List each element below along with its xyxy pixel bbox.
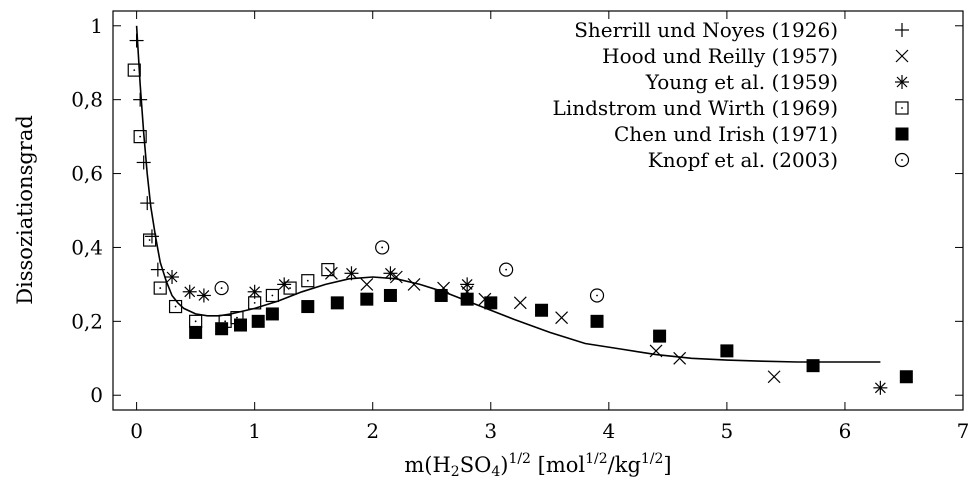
data-point-asterisk [196, 288, 211, 303]
data-point-plus [136, 155, 151, 170]
data-point-filled-square [434, 288, 448, 302]
data-point-asterisk [182, 284, 197, 299]
x-tick-label: 3 [484, 419, 497, 443]
data-point-filled-square [535, 303, 549, 317]
legend-label: Sherrill und Noyes (1926) [574, 18, 838, 42]
legend-marker-circle [894, 152, 910, 168]
y-tick-label: 0,4 [71, 235, 103, 259]
ticks-layer: 0 1 2 3 4 5 6 7 0 0,2 0,4 0,6 0,8 1 [71, 11, 969, 443]
data-point-plus [144, 229, 159, 244]
data-point-filled-square [215, 322, 229, 336]
data-point-square [142, 233, 157, 247]
legend-label: Hood und Reilly (1957) [602, 44, 838, 68]
data-point-circle [499, 262, 514, 277]
legend: Sherrill und Noyes (1926)Hood und Reilly… [553, 18, 910, 172]
data-point-square [189, 314, 203, 328]
data-point-square [133, 130, 147, 144]
data-point-filled-square [806, 359, 820, 373]
data-point-square [283, 281, 297, 295]
data-point-square [127, 63, 141, 77]
data-point-filled-square [484, 296, 498, 310]
data-point-filled-square [251, 314, 265, 328]
data-point-square [168, 299, 183, 314]
data-point-filled-square [360, 292, 374, 306]
data-point-cross [513, 296, 527, 310]
x-axis-label: m(H2SO4)1/2 [mol1/2/kg1/2] [404, 451, 671, 480]
y-tick-label: 0,6 [71, 162, 103, 186]
data-point-square [153, 281, 167, 295]
legend-marker-plus [895, 23, 909, 37]
legend-marker-asterisk [895, 75, 909, 89]
plot-frame [112, 10, 964, 411]
data-point-circle [589, 288, 605, 303]
legend-marker-square [895, 101, 909, 115]
data-point-cross [407, 277, 421, 291]
data-point-cross [555, 311, 569, 325]
x-tick-label: 6 [839, 419, 852, 443]
y-tick-label: 0 [90, 383, 103, 407]
x-tick-label: 7 [957, 419, 970, 443]
points-layer [127, 33, 913, 395]
data-point-asterisk [460, 277, 475, 292]
data-point-filled-square [301, 300, 315, 314]
data-point-filled-square [265, 307, 279, 321]
legend-label: Knopf et al. (2003) [648, 148, 838, 172]
data-point-circle [375, 240, 390, 255]
data-point-cross [767, 370, 781, 384]
y-tick-label: 0,2 [71, 309, 103, 333]
y-axis-label: Dissoziationsgrad [13, 115, 37, 305]
fit-curve [135, 25, 881, 363]
data-point-circle [214, 280, 229, 296]
data-point-cross [673, 351, 687, 365]
data-point-filled-square [590, 314, 604, 328]
data-point-plus [150, 262, 165, 277]
data-point-square [301, 274, 315, 288]
data-point-cross [649, 344, 663, 358]
legend-marker-cross [895, 49, 909, 63]
data-point-filled-square [653, 329, 667, 343]
data-point-square [265, 288, 279, 303]
y-tick-label: 0,8 [71, 88, 103, 112]
legend-marker-filled-square [895, 127, 909, 141]
data-point-filled-square [383, 288, 397, 302]
x-tick-label: 2 [366, 419, 379, 443]
data-point-filled-square [720, 344, 734, 358]
data-point-asterisk [344, 266, 359, 281]
x-tick-label: 5 [721, 419, 734, 443]
data-point-asterisk [165, 270, 180, 284]
legend-label: Lindstrom und Wirth (1969) [553, 96, 838, 120]
x-tick-label: 1 [248, 419, 261, 443]
data-point-square [248, 296, 262, 310]
data-point-filled-square [899, 370, 913, 384]
data-point-plus [140, 196, 155, 211]
x-tick-label: 0 [130, 419, 143, 443]
data-point-filled-square [460, 292, 474, 306]
y-tick-label: 1 [90, 14, 103, 38]
data-point-plus [133, 92, 148, 107]
data-point-square [321, 263, 335, 277]
legend-label: Young et al. (1959) [645, 70, 838, 94]
data-point-plus [129, 33, 144, 48]
data-point-asterisk [383, 266, 398, 281]
data-point-cross [360, 277, 374, 291]
data-point-filled-square [330, 296, 344, 310]
x-tick-label: 4 [602, 419, 615, 443]
legend-label: Chen und Irish (1971) [614, 122, 838, 146]
data-point-filled-square [189, 325, 203, 339]
data-point-asterisk [873, 380, 888, 395]
data-point-filled-square [234, 318, 247, 332]
